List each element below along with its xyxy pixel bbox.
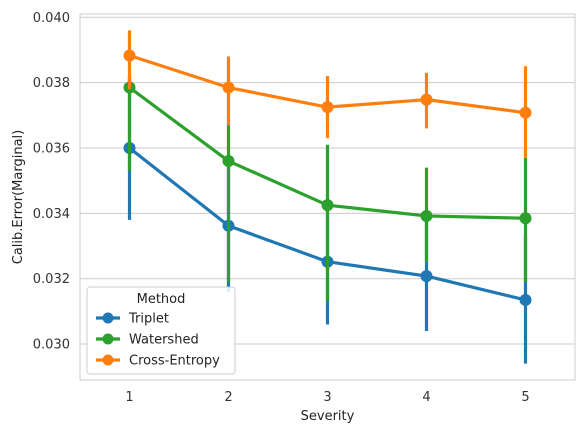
y-tick-label: 0.038	[33, 76, 70, 91]
legend-label: Watershed	[129, 333, 199, 348]
x-tick-label: 5	[521, 390, 529, 405]
data-point	[223, 155, 235, 167]
data-point	[520, 294, 532, 306]
data-point	[421, 210, 433, 222]
legend-label: Triplet	[128, 312, 169, 327]
x-tick-label: 4	[422, 390, 430, 405]
data-point	[520, 212, 532, 224]
y-tick-label: 0.030	[33, 338, 70, 353]
data-point	[520, 107, 532, 119]
y-tick-label: 0.034	[33, 207, 70, 222]
x-tick-label: 1	[125, 390, 133, 405]
data-point	[124, 50, 136, 62]
y-axis-label: Calib.Error(Marginal)	[11, 130, 26, 264]
data-point	[322, 199, 334, 211]
x-tick-label: 3	[323, 390, 331, 405]
x-tick-label: 2	[224, 390, 232, 405]
legend-swatch-marker	[103, 355, 114, 366]
y-tick-label: 0.036	[33, 141, 70, 156]
y-tick-label: 0.032	[33, 272, 70, 287]
data-point	[421, 270, 433, 282]
data-point	[322, 101, 334, 113]
legend-swatch-marker	[103, 313, 114, 324]
x-axis-label: Severity	[301, 409, 355, 424]
x-ticks: 1 2 3 4 5	[125, 390, 529, 405]
y-tick-label: 0.040	[33, 11, 70, 26]
legend-label: Cross-Entropy	[129, 354, 220, 369]
data-point	[223, 82, 235, 94]
legend: Method Triplet Watershed Cross-Entropy	[87, 287, 235, 374]
legend-title: Method	[137, 292, 186, 307]
legend-swatch-marker	[103, 334, 114, 345]
data-point	[421, 94, 433, 106]
y-ticks: 0.030 0.032 0.034 0.036 0.038 0.040	[33, 11, 70, 353]
